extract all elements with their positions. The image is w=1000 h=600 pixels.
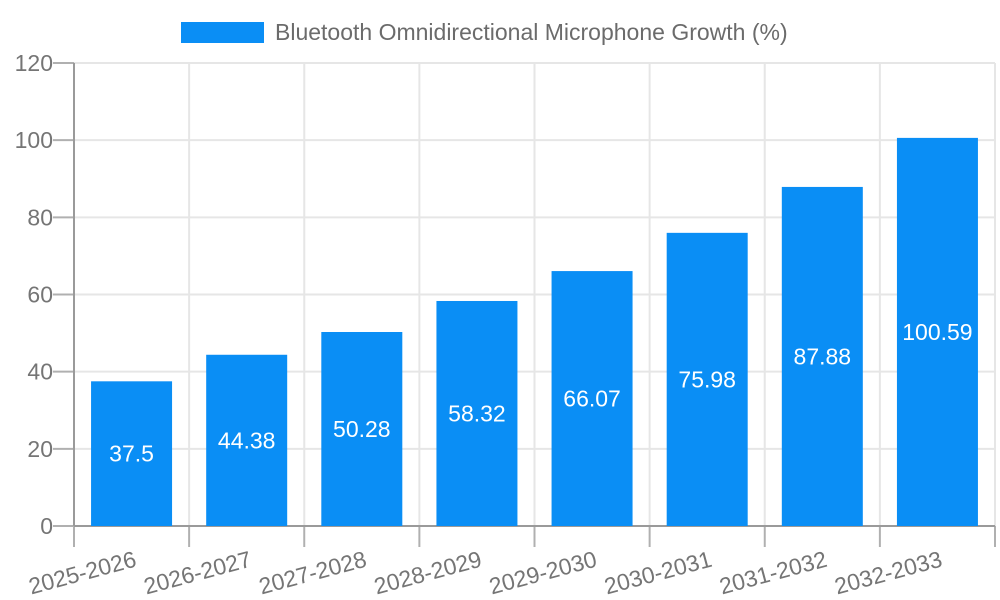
bar[interactable] (781, 186, 863, 526)
x-axis-tick-label: 2026-2027 (141, 546, 254, 600)
x-axis-tick-label: 2029-2030 (486, 546, 599, 600)
bar-value-label: 100.59 (902, 319, 972, 345)
bar[interactable] (321, 332, 403, 526)
bar-value-label: 58.32 (448, 400, 506, 426)
bar[interactable] (896, 137, 978, 526)
bar[interactable] (436, 300, 518, 526)
y-axis-tick-label: 0 (40, 513, 53, 539)
bar[interactable] (551, 271, 633, 526)
y-axis-tick-label: 80 (27, 204, 53, 230)
y-axis-tick-label: 20 (27, 436, 53, 462)
x-axis-tick-label: 2028-2029 (371, 546, 484, 600)
bar-value-label: 87.88 (794, 343, 852, 369)
x-axis-tick-label: 2032-2033 (832, 546, 945, 600)
legend[interactable]: Bluetooth Omnidirectional Microphone Gro… (181, 19, 788, 45)
legend-swatch (181, 22, 264, 43)
bar[interactable] (91, 381, 173, 526)
x-axis-tick-label: 2030-2031 (602, 546, 715, 600)
y-axis-tick-label: 100 (15, 127, 53, 153)
x-axis-tick-label: 2027-2028 (256, 546, 369, 600)
bar-value-label: 66.07 (563, 386, 621, 412)
bar-value-label: 37.5 (109, 441, 154, 467)
x-axis-tick-label: 2025-2026 (26, 546, 139, 600)
x-axis-tick-label: 2031-2032 (717, 546, 830, 600)
bar-value-label: 44.38 (218, 427, 276, 453)
bar-value-label: 75.98 (678, 366, 736, 392)
bar[interactable] (666, 232, 748, 527)
y-axis-tick-label: 60 (27, 282, 53, 308)
bar-value-label: 50.28 (333, 416, 391, 442)
legend-label: Bluetooth Omnidirectional Microphone Gro… (275, 19, 788, 45)
y-axis-tick-label: 40 (27, 359, 53, 385)
y-axis-tick-label: 120 (15, 50, 53, 76)
bar[interactable] (206, 354, 288, 526)
